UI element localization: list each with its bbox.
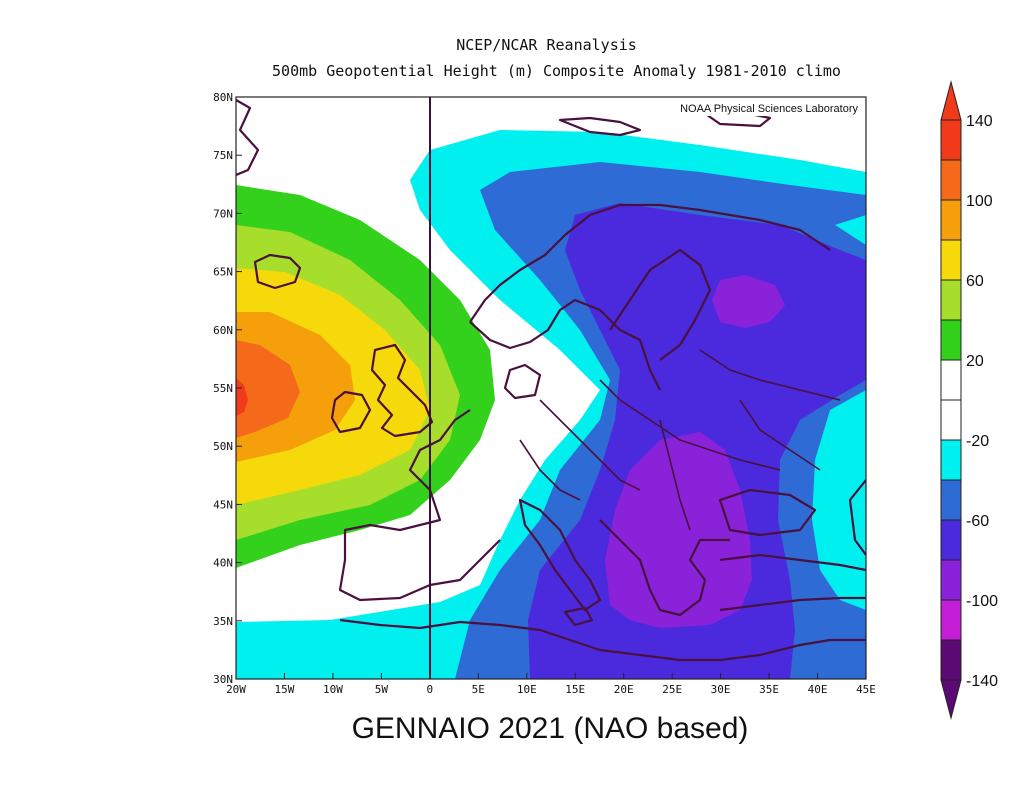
lon-tick-label: 15W: [275, 683, 295, 696]
lat-tick-label: 65N: [213, 266, 233, 279]
colorbar-label: 20: [966, 353, 984, 370]
lat-tick-label: 75N: [213, 149, 233, 162]
lon-tick-label: 20E: [614, 683, 634, 696]
colorbar-top-arrow: [940, 80, 962, 121]
lat-tick-label: 70N: [213, 207, 233, 220]
contour-pos100: [236, 340, 300, 438]
lon-tick-label: 10E: [517, 683, 537, 696]
credit-box: [596, 99, 864, 116]
latitude-axis: 80N 75N 70N 65N 60N 55N 50N 45N 40N 35N 30N: [213, 91, 242, 686]
colorbar-segment: [940, 119, 962, 161]
lon-tick-label: 20W: [226, 683, 246, 696]
lat-tick-label: 80N: [213, 91, 233, 104]
lon-tick-label: 35E: [759, 683, 779, 696]
contour-neg80-south: [605, 432, 752, 628]
lat-tick-label: 35N: [213, 615, 233, 628]
lon-tick-label: 40E: [808, 683, 828, 696]
map-title: NCEP/NCAR Reanalysis: [456, 36, 637, 54]
coastlines: [236, 99, 866, 662]
contour-neg80-north: [712, 275, 785, 328]
lat-tick-label: 50N: [213, 440, 233, 453]
colorbar-segment: [940, 399, 962, 441]
lat-tick-label: 40N: [213, 557, 233, 570]
colorbar-segment: [940, 559, 962, 601]
colorbar-segment: [940, 599, 962, 641]
colorbar-label: -100: [966, 593, 998, 610]
colorbar-segment: [940, 519, 962, 561]
lat-tick-label: 30N: [213, 673, 233, 686]
colorbar-segment: [940, 239, 962, 281]
lon-tick-label: 45E: [856, 683, 876, 696]
lon-tick-label: 10W: [323, 683, 343, 696]
lon-tick-label: 25E: [662, 683, 682, 696]
lon-tick-label: 5E: [472, 683, 485, 696]
lon-tick-label: 30E: [711, 683, 731, 696]
colorbar-label: -60: [966, 513, 989, 530]
colorbar-segment: [940, 159, 962, 201]
colorbar-label: -20: [966, 433, 989, 450]
colorbar-segment: [940, 279, 962, 321]
credit-label: NOAA Physical Sciences Laboratory: [680, 103, 858, 115]
colorbar-label: -140: [966, 673, 998, 690]
lon-tick-label: 0: [427, 683, 434, 696]
lat-tick-label: 60N: [213, 324, 233, 337]
lon-tick-label: 15E: [565, 683, 585, 696]
colorbar-label: 140: [966, 113, 993, 130]
colorbar-segments: [940, 80, 962, 720]
colorbar-segment: [940, 479, 962, 521]
lon-tick-label: 5W: [375, 683, 389, 696]
caption: GENNAIO 2021 (NAO based): [351, 712, 749, 745]
colorbar-label: 100: [966, 193, 993, 210]
colorbar-bottom-arrow: [940, 679, 962, 720]
lat-tick-label: 45N: [213, 498, 233, 511]
colorbar-segment: [940, 639, 962, 681]
colorbar-labels: 140 100 60 20 -20 -60 -100 -140: [966, 113, 998, 690]
colorbar-label: 60: [966, 273, 984, 290]
map-subtitle: 500mb Geopotential Height (m) Composite …: [272, 62, 841, 80]
colorbar-segment: [940, 319, 962, 361]
lat-tick-label: 55N: [213, 382, 233, 395]
longitude-axis: 20W 15W 10W 5W 0 5E 10E 15E 20E 25E 30E 35E 40E 45E: [226, 673, 876, 696]
map-fill-layer: [236, 97, 866, 679]
colorbar-segment: [940, 199, 962, 241]
colorbar-segment: [940, 439, 962, 481]
colorbar-segment: [940, 359, 962, 401]
